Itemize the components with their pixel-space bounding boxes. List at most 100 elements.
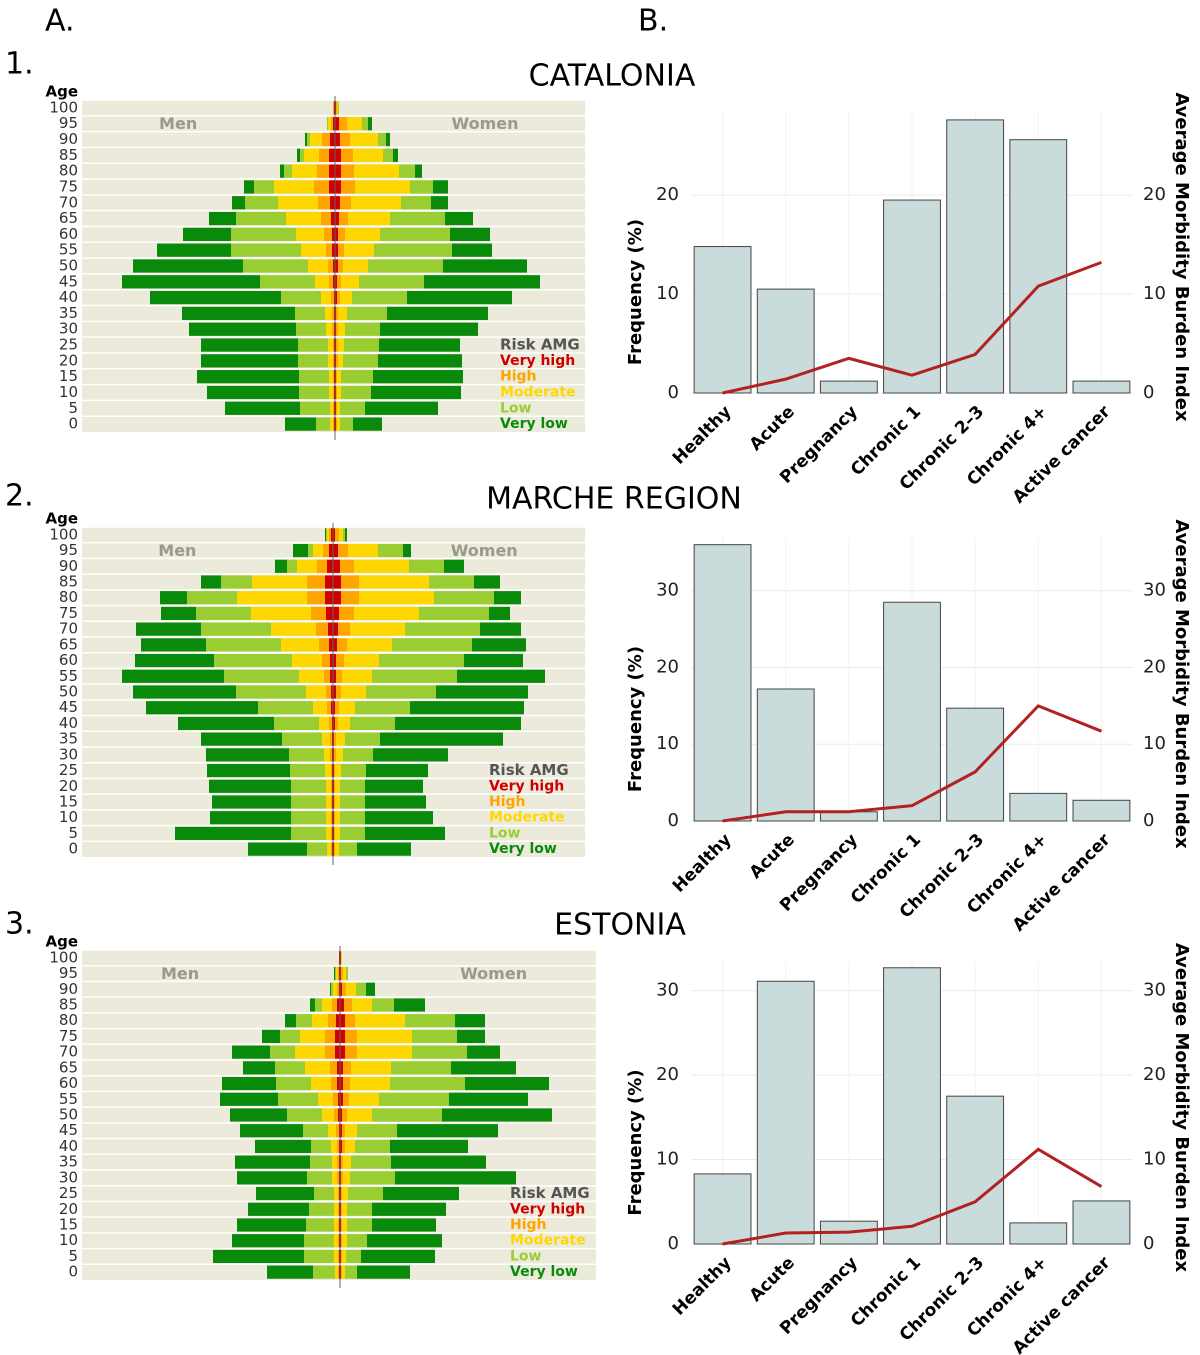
women-segment — [347, 1234, 367, 1248]
men-segment — [321, 211, 331, 226]
women-segment — [415, 164, 422, 178]
men-segment — [248, 842, 307, 856]
x-tick-label: Healthy — [669, 402, 736, 469]
men-segment — [232, 1045, 270, 1059]
men-segment — [325, 575, 333, 589]
women-segment — [393, 148, 398, 162]
age-label: 30 — [59, 320, 78, 338]
women-segment — [335, 227, 338, 242]
women-segment — [340, 417, 353, 431]
women-segment — [345, 1139, 355, 1154]
region-title: MARCHE REGION — [486, 482, 742, 517]
men-segment — [201, 338, 298, 352]
y2-axis-title: Average Morbidity Burden Index — [1171, 92, 1192, 422]
women-segment — [335, 196, 340, 210]
women-segment — [390, 211, 445, 226]
men-segment — [281, 290, 321, 305]
women-segment — [445, 211, 473, 226]
men-segment — [333, 117, 335, 131]
men-segment — [331, 117, 333, 131]
men-segment — [332, 227, 335, 242]
men-segment — [187, 591, 237, 605]
bar — [1009, 139, 1068, 394]
women-segment — [344, 998, 352, 1012]
men-segment — [304, 1249, 334, 1264]
women-segment — [339, 606, 354, 621]
women-segment — [357, 1045, 412, 1059]
men-segment — [287, 559, 297, 573]
women-segment — [343, 1061, 351, 1075]
men-segment — [325, 306, 332, 321]
women-segment — [357, 842, 411, 856]
women-segment — [334, 811, 335, 825]
women-segment — [335, 811, 340, 825]
women-segment — [335, 716, 338, 731]
bar — [946, 119, 1005, 394]
age-label: 45 — [59, 1121, 78, 1139]
women-segment — [345, 528, 347, 542]
men-segment — [326, 685, 331, 699]
women-segment — [350, 1076, 390, 1091]
line — [722, 260, 1102, 395]
men-segment — [310, 132, 322, 147]
legend-title: Risk AMG — [510, 1184, 590, 1202]
men-segment — [311, 1076, 331, 1091]
age-label: 100 — [49, 948, 78, 966]
men-segment — [331, 1139, 337, 1154]
women-segment — [340, 1108, 342, 1122]
y2-tick-label: 20 — [1143, 1064, 1166, 1085]
women-segment — [345, 227, 380, 242]
men-segment — [296, 227, 324, 242]
women-segment — [336, 101, 337, 115]
age-label: 5 — [68, 824, 78, 842]
men-segment — [309, 1202, 334, 1216]
bar — [1072, 1200, 1131, 1245]
age-label: 15 — [59, 367, 78, 385]
men-segment — [338, 966, 339, 981]
women-segment — [338, 354, 343, 368]
men-segment — [201, 575, 221, 589]
men-segment — [301, 243, 326, 257]
men-segment — [207, 385, 299, 400]
side-label: Women — [452, 114, 519, 133]
women-segment — [335, 290, 337, 305]
women-segment — [340, 290, 352, 305]
men-segment — [278, 1092, 318, 1106]
y-axis-title: Frequency (%) — [625, 646, 646, 792]
region-title: CATALONIA — [529, 59, 696, 94]
men-segment — [305, 132, 307, 147]
bar — [946, 707, 1005, 822]
men-segment — [285, 1014, 296, 1028]
y2-tick-label: 0 — [1143, 1233, 1154, 1254]
men-segment — [338, 1249, 339, 1264]
women-segment — [341, 275, 359, 289]
men-segment — [297, 148, 300, 162]
women-segment — [337, 417, 340, 431]
men-segment — [304, 148, 319, 162]
men-segment — [183, 227, 231, 242]
men-segment — [322, 1108, 334, 1122]
men-segment — [280, 164, 284, 178]
age-label: 10 — [59, 808, 78, 826]
men-segment — [299, 370, 329, 384]
row-label: 3. — [5, 907, 34, 942]
men-segment — [333, 370, 334, 384]
women-segment — [333, 528, 335, 542]
bar — [1072, 380, 1131, 394]
men-segment — [327, 701, 331, 715]
y2-axis-title: Average Morbidity Burden Index — [1171, 519, 1192, 849]
age-label: 45 — [59, 698, 78, 716]
men-segment — [326, 528, 327, 542]
women-segment — [338, 338, 344, 352]
y2-tick-label: 20 — [1143, 184, 1166, 205]
women-segment — [333, 638, 337, 652]
age-label: 65 — [59, 1058, 78, 1076]
men-segment — [322, 653, 330, 668]
men-segment — [325, 1045, 335, 1059]
age-label: 35 — [59, 304, 78, 322]
women-segment — [335, 259, 338, 273]
bar — [693, 544, 752, 822]
women-segment — [383, 148, 393, 162]
women-segment — [350, 622, 405, 636]
